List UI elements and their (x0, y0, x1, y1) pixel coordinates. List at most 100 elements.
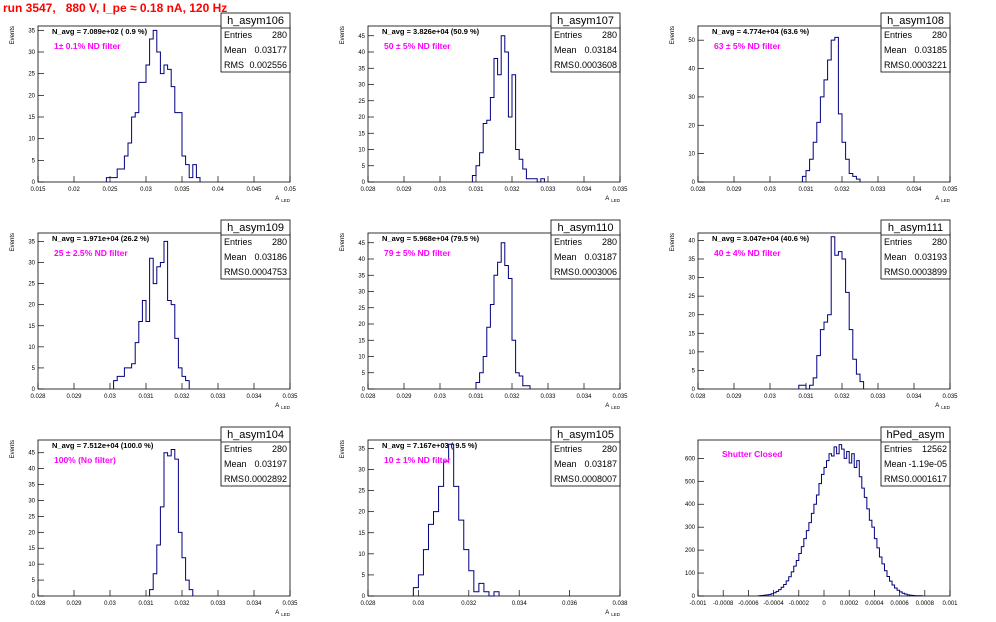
x-tick-label: 0.03 (104, 601, 116, 607)
x-tick-label: 0.031 (798, 187, 814, 193)
x-tick-label: 0.035 (174, 187, 190, 193)
stat-label: RMS (884, 267, 904, 277)
y-tick-label: 0 (692, 594, 696, 600)
stats-box: h_asym104 Entries 280 Mean 0.03197 RMS 0.00028… (220, 426, 291, 487)
stat-value: 0.0003006 (574, 267, 617, 277)
histogram-series (798, 236, 865, 390)
stat-label: Mean (554, 45, 577, 55)
stat-value: 0.002556 (249, 60, 287, 70)
x-tick-label: 0.001 (942, 601, 958, 607)
histogram-panel-h_asym109: 0.028 0.029 0.03 0.031 0.032 0.033 0.034 0.035 0… (10, 219, 298, 410)
x-tick-label: 0.031 (138, 394, 154, 400)
x-tick-label: 0.045 (246, 187, 262, 193)
y-tick-label: 50 (688, 38, 695, 44)
histogram-series (757, 444, 923, 597)
stat-value: 12562 (922, 444, 947, 454)
x-tick-label: 0.034 (576, 394, 592, 400)
stat-label: Entries (224, 30, 253, 40)
x-tick-label: 0.035 (282, 601, 298, 607)
stat-label: Entries (224, 237, 253, 247)
stats-box: h_asym107 Entries 280 Mean 0.03184 RMS 0.00036… (550, 12, 621, 73)
x-tick-label: 0.031 (468, 394, 484, 400)
stat-label: Mean (884, 252, 907, 262)
y-axis-label: Events (10, 233, 16, 251)
x-axis-label: A LED (275, 403, 291, 410)
y-tick-label: 45 (28, 451, 35, 457)
y-tick-label: 20 (28, 303, 35, 309)
stat-label: RMS (554, 474, 574, 484)
x-tick-label: 0.029 (726, 187, 742, 193)
x-tick-label: 0.033 (540, 187, 556, 193)
stat-value: 0.03187 (584, 252, 617, 262)
plot-frame (37, 25, 291, 183)
plot-frame (37, 232, 291, 390)
stat-value: 0.03193 (914, 252, 947, 262)
y-axis-label: Events (340, 233, 346, 251)
x-tick-label: 0.03 (764, 394, 776, 400)
navg-label: N_avg = 4.774e+04 (63.6 %) (712, 27, 810, 36)
stats-box: h_asym110 Entries 280 Mean 0.03187 RMS 0.00030… (550, 219, 621, 280)
x-tick-label: -0.001 (689, 601, 707, 607)
x-tick-label: 0.03 (434, 187, 446, 193)
stat-value: 280 (932, 30, 947, 40)
y-tick-label: 200 (685, 548, 696, 554)
y-tick-label: 35 (358, 66, 365, 72)
filter-annotation: 40 ± 4% ND filter (714, 248, 781, 258)
y-tick-label: 15 (358, 131, 365, 137)
x-tick-label: 0.035 (612, 187, 628, 193)
stat-label: Entries (554, 30, 583, 40)
y-tick-label: 30 (358, 468, 365, 474)
filter-annotation: 50 ± 5% ND filter (384, 41, 451, 51)
histogram-panel-h_asym104: 0.028 0.029 0.03 0.031 0.032 0.033 0.034 0.035 0… (10, 426, 298, 617)
y-tick-label: 0 (32, 594, 36, 600)
histogram-panel-h_asym108: 0.028 0.029 0.03 0.031 0.032 0.033 0.034 0.035 0… (670, 12, 958, 203)
y-tick-label: 40 (358, 257, 365, 263)
x-tick-label: 0.032 (174, 601, 190, 607)
x-tick-label: 0.032 (834, 187, 850, 193)
plot-frame (697, 232, 951, 390)
x-tick-label: 0.028 (690, 394, 706, 400)
y-tick-label: 0 (32, 387, 36, 393)
x-tick-label: 0.034 (246, 394, 262, 400)
stat-label: Entries (884, 444, 913, 454)
x-tick-label: 0.03 (434, 394, 446, 400)
stat-value: 0.03186 (254, 252, 287, 262)
stat-label: Mean (884, 45, 907, 55)
x-tick-label: 0.035 (612, 394, 628, 400)
stat-value: 0.03184 (584, 45, 617, 55)
y-tick-label: 35 (358, 446, 365, 452)
y-tick-label: 30 (358, 83, 365, 89)
histogram-name: h_asym107 (557, 15, 614, 27)
y-tick-label: 35 (28, 239, 35, 245)
histogram-name: h_asym110 (557, 222, 613, 234)
y-tick-label: 20 (28, 93, 35, 99)
stats-box: hPed_asym Entries 12562 Mean -1.19e-05 RMS 0.0… (880, 426, 951, 487)
x-tick-label: -0.0006 (738, 601, 759, 607)
stat-label: RMS (554, 60, 574, 70)
x-axis-label: A LED (605, 196, 621, 203)
stat-value: 280 (272, 444, 287, 454)
y-tick-label: 0 (362, 594, 366, 600)
y-tick-label: 30 (358, 290, 365, 296)
histogram-panel-h_asym107: 0.028 0.029 0.03 0.031 0.032 0.033 0.034 0.035 0… (340, 12, 628, 203)
stat-label: RMS (554, 267, 574, 277)
x-tick-label: 0.0006 (890, 601, 909, 607)
filter-annotation: 63 ± 5% ND filter (714, 41, 781, 51)
navg-label: N_avg = 3.826e+04 (50.9 %) (382, 27, 480, 36)
y-tick-label: 5 (362, 371, 366, 377)
stat-label: RMS (884, 474, 904, 484)
navg-label: N_avg = 3.047e+04 (40.6 %) (712, 234, 810, 243)
y-tick-label: 20 (688, 123, 695, 129)
y-tick-label: 10 (688, 152, 695, 158)
stat-value: 0.0001617 (904, 474, 947, 484)
x-tick-label: 0.015 (30, 187, 46, 193)
filter-annotation: Shutter Closed (722, 449, 782, 459)
histogram-series (105, 29, 201, 182)
y-tick-label: 10 (28, 345, 35, 351)
y-tick-label: 30 (28, 261, 35, 267)
histogram-panel-h_asym110: 0.028 0.029 0.03 0.031 0.032 0.033 0.034 0.035 0… (340, 219, 628, 410)
y-tick-label: 35 (28, 483, 35, 489)
y-tick-label: 25 (688, 294, 695, 300)
x-tick-label: 0.035 (942, 187, 958, 193)
y-tick-label: 40 (358, 50, 365, 56)
